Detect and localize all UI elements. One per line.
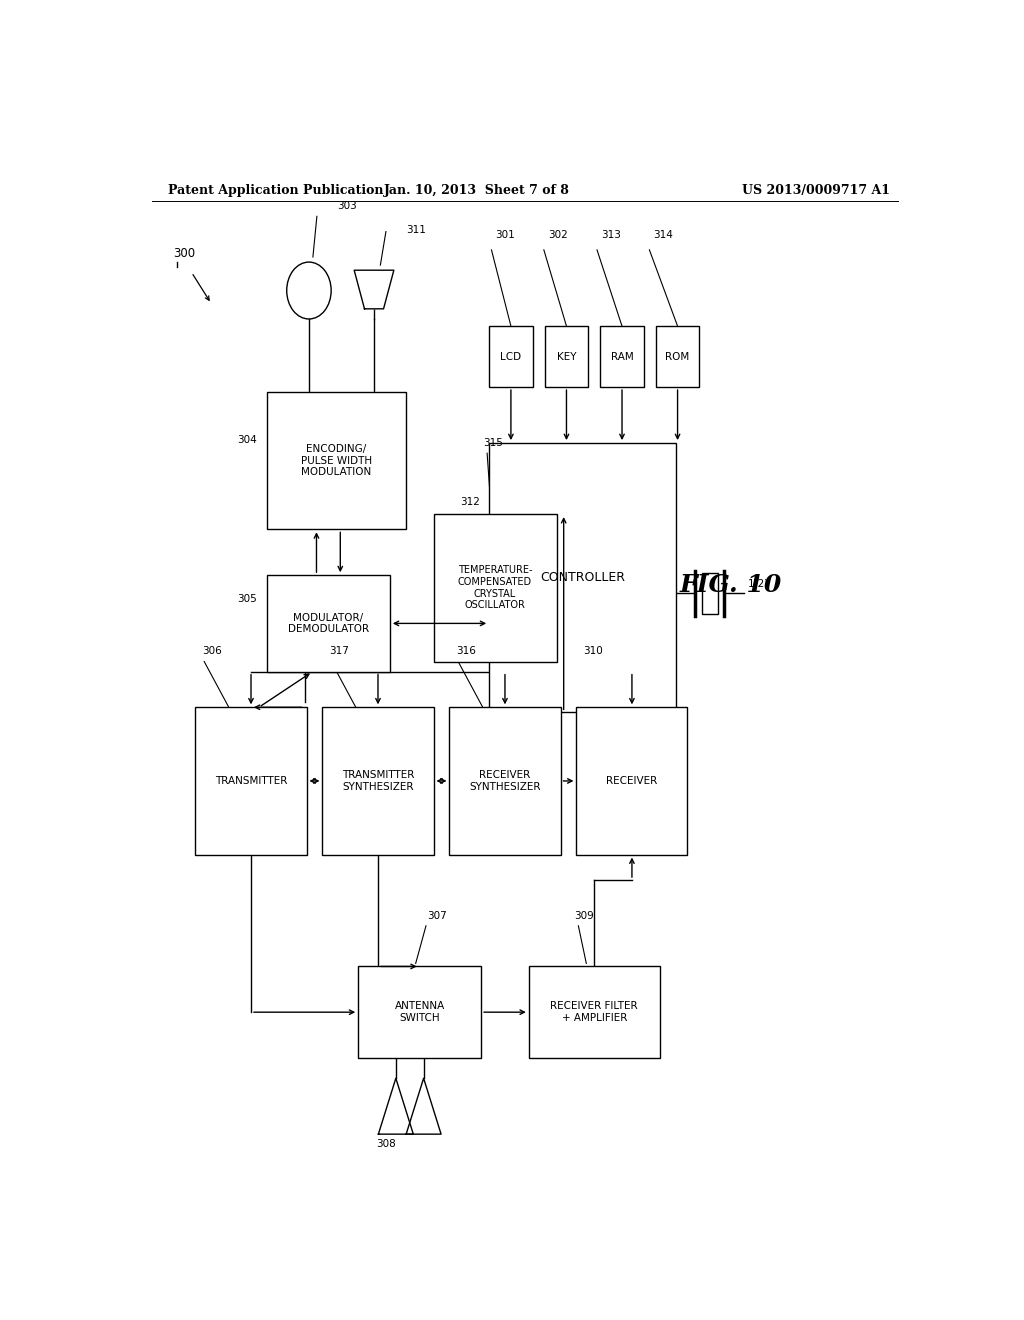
Text: MODULATOR/
DEMODULATOR: MODULATOR/ DEMODULATOR (288, 612, 369, 634)
Polygon shape (354, 271, 394, 309)
Text: RECEIVER: RECEIVER (606, 776, 657, 785)
Text: FIG. 10: FIG. 10 (680, 573, 781, 597)
Text: US 2013/0009717 A1: US 2013/0009717 A1 (741, 185, 890, 198)
Text: LCD: LCD (501, 351, 521, 362)
Text: 313: 313 (601, 230, 621, 240)
Text: ENCODING/
PULSE WIDTH
MODULATION: ENCODING/ PULSE WIDTH MODULATION (301, 444, 372, 478)
Bar (433, 515, 557, 661)
Polygon shape (379, 1078, 414, 1134)
Text: Jan. 10, 2013  Sheet 7 of 8: Jan. 10, 2013 Sheet 7 of 8 (384, 185, 570, 198)
Bar (267, 576, 390, 672)
Bar (528, 966, 659, 1057)
Text: 303: 303 (337, 201, 356, 211)
Text: 317: 317 (329, 647, 348, 656)
Bar (545, 326, 589, 387)
Bar (450, 708, 560, 854)
Text: 314: 314 (653, 230, 673, 240)
Text: 310: 310 (583, 647, 602, 656)
Text: Patent Application Publication: Patent Application Publication (168, 185, 383, 198)
Polygon shape (407, 1078, 441, 1134)
Bar (655, 326, 699, 387)
Text: 309: 309 (574, 911, 594, 921)
Text: 307: 307 (428, 911, 447, 921)
Text: KEY: KEY (557, 351, 577, 362)
Text: 308: 308 (376, 1139, 395, 1150)
Text: 304: 304 (238, 436, 257, 445)
Bar (600, 326, 644, 387)
Bar (358, 966, 481, 1057)
Text: 311: 311 (406, 224, 426, 235)
Text: 316: 316 (456, 647, 475, 656)
Text: ROM: ROM (666, 351, 690, 362)
Bar (489, 326, 532, 387)
Bar (323, 708, 433, 854)
Text: 312: 312 (460, 498, 479, 507)
Bar (701, 573, 718, 614)
Text: TRANSMITTER: TRANSMITTER (215, 776, 287, 785)
Text: TEMPERATURE-
COMPENSATED
CRYSTAL
OSCILLATOR: TEMPERATURE- COMPENSATED CRYSTAL OSCILLA… (458, 565, 532, 610)
Bar (489, 444, 676, 713)
Text: 1(2): 1(2) (748, 578, 769, 589)
Text: RECEIVER FILTER
+ AMPLIFIER: RECEIVER FILTER + AMPLIFIER (551, 1002, 638, 1023)
Text: 305: 305 (238, 594, 257, 605)
Text: 302: 302 (548, 230, 567, 240)
Text: RAM: RAM (610, 351, 634, 362)
Bar (196, 708, 306, 854)
Text: 315: 315 (483, 438, 503, 447)
Bar (577, 708, 687, 854)
Text: 306: 306 (202, 647, 221, 656)
Text: 300: 300 (173, 247, 196, 260)
Text: TRANSMITTER
SYNTHESIZER: TRANSMITTER SYNTHESIZER (342, 770, 414, 792)
Bar (267, 392, 406, 529)
Text: RECEIVER
SYNTHESIZER: RECEIVER SYNTHESIZER (469, 770, 541, 792)
Text: ANTENNA
SWITCH: ANTENNA SWITCH (394, 1002, 444, 1023)
Text: 301: 301 (496, 230, 515, 240)
Text: CONTROLLER: CONTROLLER (540, 572, 625, 585)
